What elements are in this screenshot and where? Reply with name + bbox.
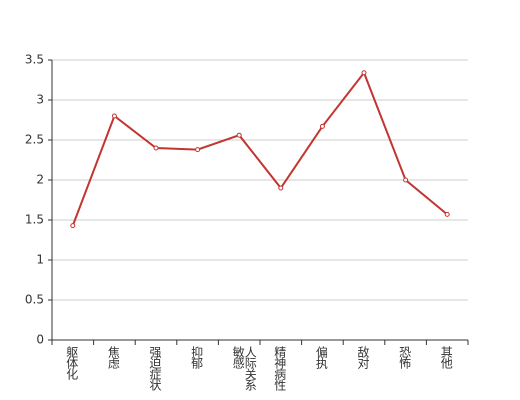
point bbox=[403, 177, 409, 183]
x-tick-label: 敌对 bbox=[356, 346, 370, 368]
x-tick-label: 人际关系敏感 bbox=[231, 346, 258, 390]
x-tick-label: 焦虑 bbox=[106, 346, 121, 368]
point bbox=[319, 123, 325, 129]
line bbox=[71, 70, 448, 226]
y-tick-label: 3.5 bbox=[25, 53, 44, 67]
y-tick-label: 0 bbox=[36, 333, 44, 347]
x-tick-label: 偏执 bbox=[314, 346, 329, 368]
point bbox=[444, 211, 450, 217]
x-tick-label: 恐怖 bbox=[397, 346, 412, 368]
point bbox=[195, 147, 201, 153]
x-tick-label: 躯体化 bbox=[64, 346, 79, 379]
y-tick-label: 1 bbox=[36, 253, 44, 267]
x-tick-label: 其他 bbox=[439, 346, 454, 368]
y-tick-label: 2 bbox=[36, 173, 44, 187]
x-tick-label: 精神病性 bbox=[272, 346, 287, 390]
point bbox=[153, 145, 159, 151]
point bbox=[111, 113, 117, 119]
x-tick-label: 强迫症状 bbox=[148, 346, 162, 390]
x-tick-label: 抑郁 bbox=[189, 346, 204, 368]
point bbox=[278, 185, 284, 191]
y-tick-label: 3 bbox=[36, 93, 44, 107]
y-tick-label: 0.5 bbox=[25, 293, 44, 307]
y-tick-label: 1.5 bbox=[25, 213, 44, 227]
point bbox=[70, 223, 76, 229]
point bbox=[361, 70, 367, 76]
point bbox=[236, 132, 242, 138]
y-tick-label: 2.5 bbox=[25, 133, 44, 147]
